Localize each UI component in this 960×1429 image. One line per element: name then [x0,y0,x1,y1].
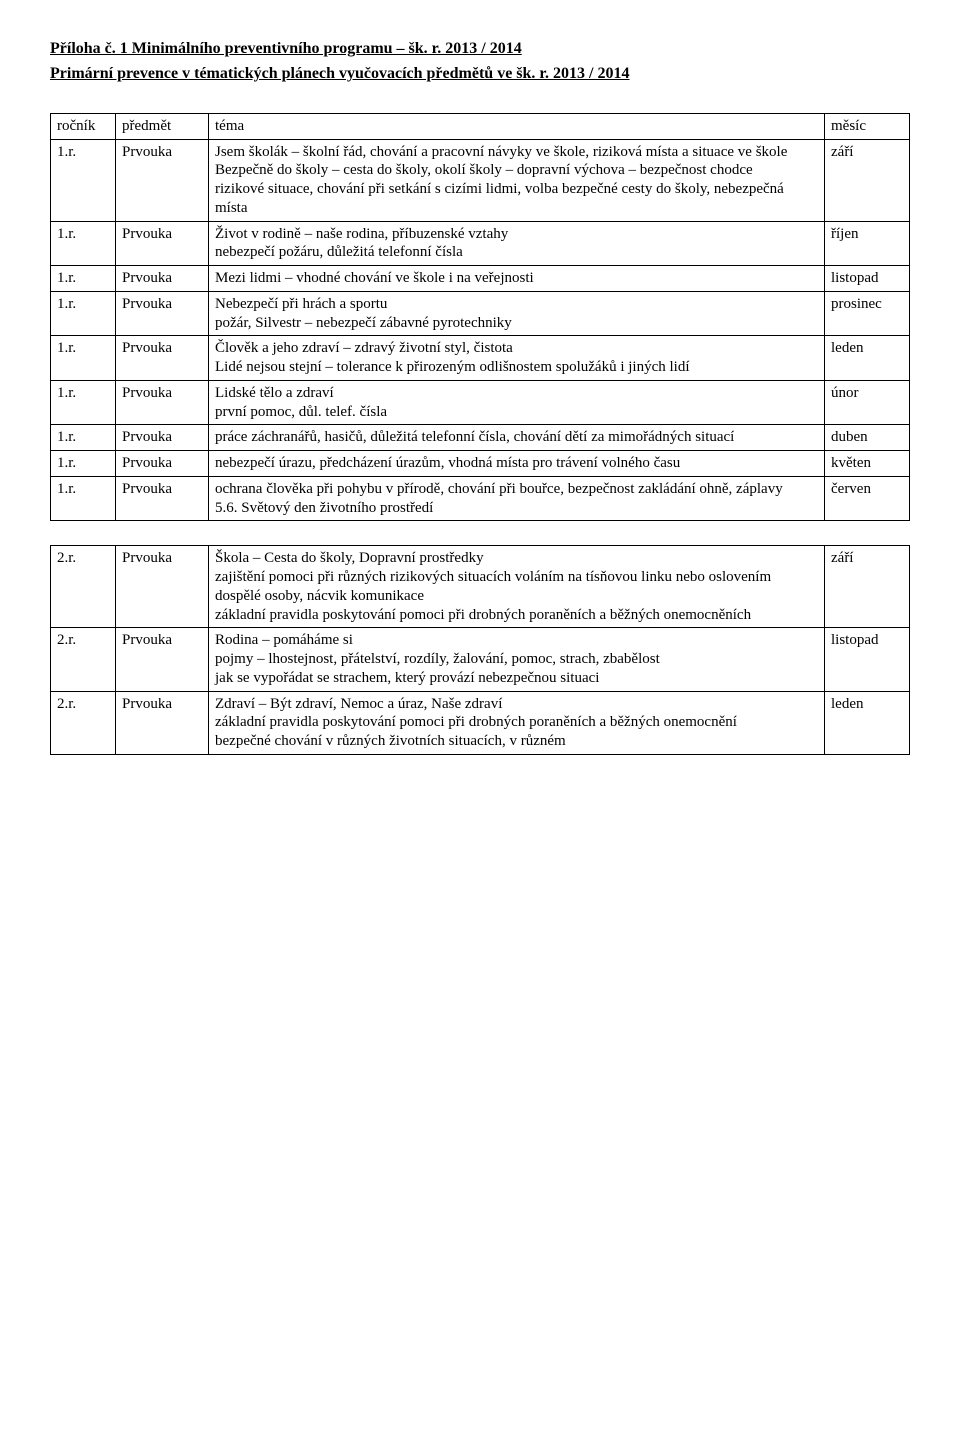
table-row: 2.r. Prvouka Zdraví – Být zdraví, Nemoc … [51,691,910,754]
cell-rocnik: 1.r. [51,380,116,425]
cell-tema: práce záchranářů, hasičů, důležitá telef… [209,425,825,451]
cell-predmet: Prvouka [116,380,209,425]
doc-title: Příloha č. 1 Minimálního preventivního p… [50,40,910,58]
cell-predmet: Prvouka [116,451,209,477]
cell-mesic: listopad [825,266,910,292]
cell-mesic: září [825,546,910,628]
table-1: ročník předmět téma měsíc 1.r. Prvouka J… [50,113,910,522]
cell-predmet: Prvouka [116,266,209,292]
cell-predmet: Prvouka [116,221,209,266]
cell-mesic: listopad [825,628,910,691]
table-row: 1.r. Prvouka Jsem školák – školní řád, c… [51,139,910,221]
cell-mesic: říjen [825,221,910,266]
table-row: 1.r. Prvouka Život v rodině – naše rodin… [51,221,910,266]
cell-predmet: Prvouka [116,546,209,628]
cell-predmet: Prvouka [116,139,209,221]
cell-rocnik: 1.r. [51,451,116,477]
cell-rocnik: 2.r. [51,628,116,691]
cell-rocnik: 1.r. [51,139,116,221]
cell-rocnik: 1.r. [51,425,116,451]
cell-tema: nebezpečí úrazu, předcházení úrazům, vho… [209,451,825,477]
cell-rocnik: 1.r. [51,476,116,521]
cell-tema: Mezi lidmi – vhodné chování ve škole i n… [209,266,825,292]
cell-predmet: Prvouka [116,336,209,381]
table-row: 2.r. Prvouka Rodina – pomáháme sipojmy –… [51,628,910,691]
cell-tema: Rodina – pomáháme sipojmy – lhostejnost,… [209,628,825,691]
cell-tema: Zdraví – Být zdraví, Nemoc a úraz, Naše … [209,691,825,754]
cell-predmet: Prvouka [116,628,209,691]
table-row: 1.r. Prvouka Lidské tělo a zdravíprvní p… [51,380,910,425]
header-tema: téma [209,113,825,139]
cell-mesic: září [825,139,910,221]
table-header-row: ročník předmět téma měsíc [51,113,910,139]
doc-subtitle: Primární prevence v tématických plánech … [50,64,910,85]
cell-predmet: Prvouka [116,691,209,754]
cell-rocnik: 1.r. [51,336,116,381]
table-row: 1.r. Prvouka Mezi lidmi – vhodné chování… [51,266,910,292]
table-row: 1.r. Prvouka nebezpečí úrazu, předcházen… [51,451,910,477]
cell-tema: Lidské tělo a zdravíprvní pomoc, důl. te… [209,380,825,425]
header-rocnik: ročník [51,113,116,139]
table-row: 1.r. Prvouka ochrana člověka při pohybu … [51,476,910,521]
cell-tema: Jsem školák – školní řád, chování a prac… [209,139,825,221]
cell-mesic: únor [825,380,910,425]
cell-tema: Život v rodině – naše rodina, příbuzensk… [209,221,825,266]
cell-mesic: leden [825,691,910,754]
table-row: 1.r. Prvouka Člověk a jeho zdraví – zdra… [51,336,910,381]
table-row: 1.r. Prvouka Nebezpečí při hrách a sport… [51,291,910,336]
cell-tema: Škola – Cesta do školy, Dopravní prostře… [209,546,825,628]
cell-predmet: Prvouka [116,476,209,521]
header-mesic: měsíc [825,113,910,139]
cell-rocnik: 2.r. [51,546,116,628]
cell-mesic: leden [825,336,910,381]
cell-mesic: prosinec [825,291,910,336]
table-row: 1.r. Prvouka práce záchranářů, hasičů, d… [51,425,910,451]
cell-rocnik: 1.r. [51,221,116,266]
cell-rocnik: 1.r. [51,266,116,292]
cell-tema: Nebezpečí při hrách a sportupožár, Silve… [209,291,825,336]
cell-rocnik: 1.r. [51,291,116,336]
cell-tema: ochrana člověka při pohybu v přírodě, ch… [209,476,825,521]
cell-mesic: duben [825,425,910,451]
cell-rocnik: 2.r. [51,691,116,754]
header-predmet: předmět [116,113,209,139]
cell-mesic: květen [825,451,910,477]
cell-mesic: červen [825,476,910,521]
cell-tema: Člověk a jeho zdraví – zdravý životní st… [209,336,825,381]
table-2: 2.r. Prvouka Škola – Cesta do školy, Dop… [50,545,910,755]
cell-predmet: Prvouka [116,291,209,336]
cell-predmet: Prvouka [116,425,209,451]
table-row: 2.r. Prvouka Škola – Cesta do školy, Dop… [51,546,910,628]
